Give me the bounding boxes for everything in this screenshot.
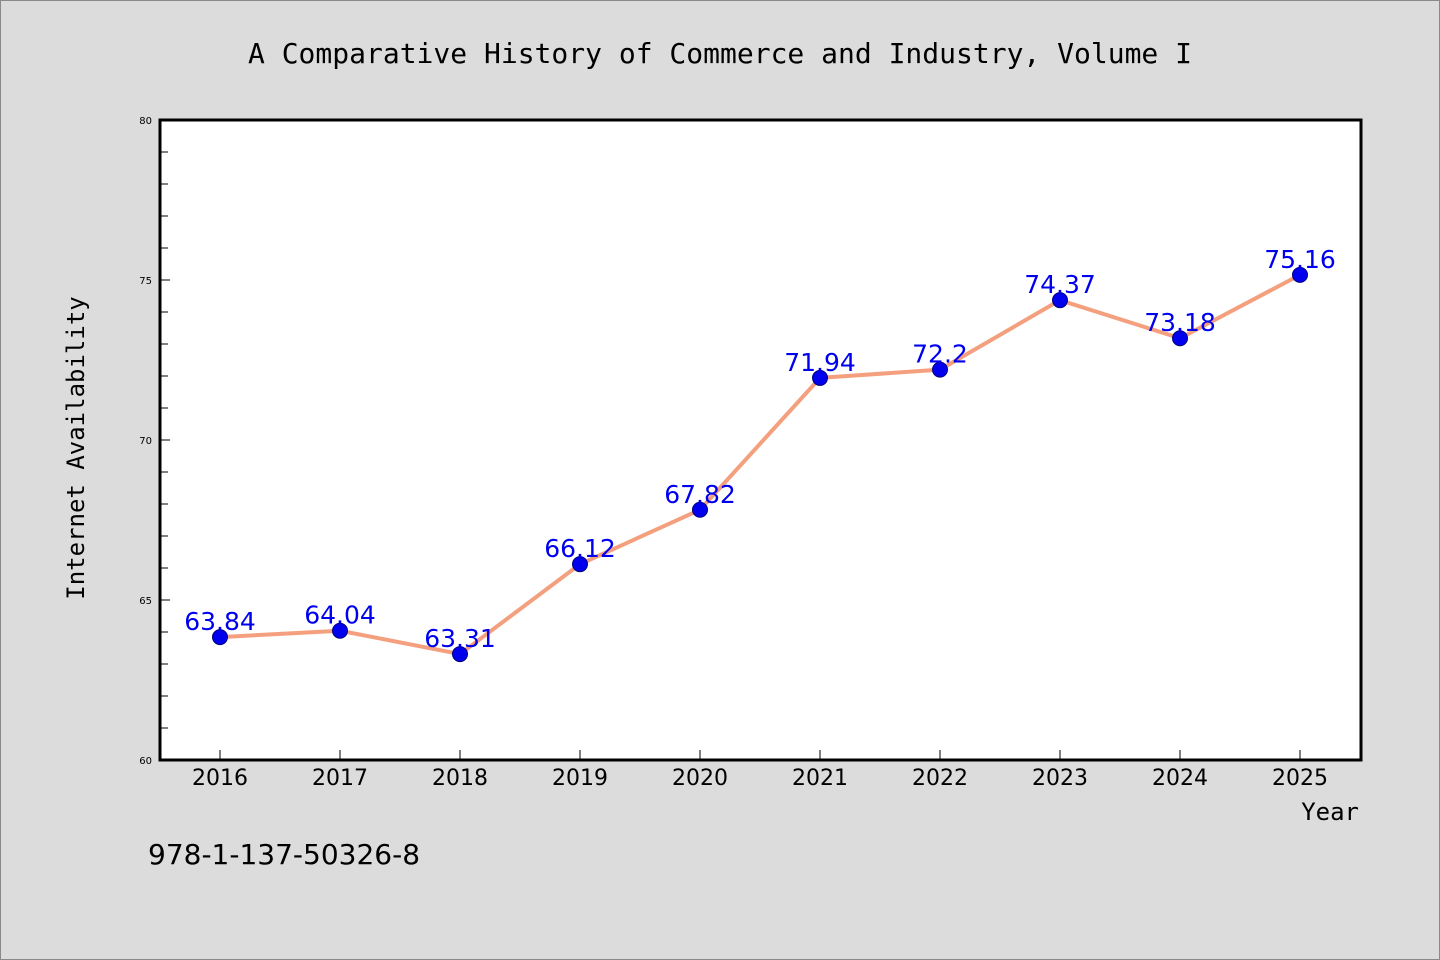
- y-axis-label: Internet Availability: [62, 296, 90, 599]
- x-axis-ticks: 2016 2017 2018 2019 2020 2021 2022 2023 2024 2025: [192, 750, 1328, 791]
- plot-area: [160, 120, 1361, 760]
- data-point-marker: [212, 629, 228, 646]
- y-tick-label: 65: [139, 596, 152, 607]
- x-tick-label: 2019: [552, 766, 608, 791]
- x-tick-label: 2021: [792, 766, 848, 791]
- x-tick-label: 2022: [912, 766, 968, 791]
- x-tick-label: 2016: [192, 766, 248, 791]
- data-label: 67.82: [664, 480, 736, 509]
- series-markers-layer: [212, 266, 1308, 663]
- x-axis-label: Year: [1301, 798, 1359, 826]
- series-line-layer: [218, 272, 1302, 657]
- x-tick-label: 2020: [672, 766, 728, 791]
- y-tick-label: 75: [139, 276, 152, 287]
- data-label: 64.04: [304, 601, 376, 630]
- data-point-marker: [332, 622, 348, 639]
- data-labels-layer: 63.84 64.04 63.31 66.12 67.82 71.94 72.2 74.37 7…: [184, 245, 1336, 653]
- chart-title: A Comparative History of Commerce and In…: [248, 37, 1192, 70]
- data-label: 73.18: [1144, 308, 1216, 337]
- data-point-marker: [1052, 292, 1068, 309]
- data-label: 72.2: [912, 340, 968, 369]
- x-tick-label: 2017: [312, 766, 368, 791]
- data-point-marker: [1172, 330, 1188, 347]
- y-tick-label: 70: [139, 436, 152, 447]
- data-point-marker: [452, 646, 468, 663]
- data-point-marker: [572, 556, 588, 573]
- data-label: 63.31: [424, 624, 496, 653]
- data-label: 75.16: [1264, 245, 1336, 274]
- data-point-marker: [812, 369, 828, 386]
- data-label: 66.12: [544, 534, 616, 563]
- x-tick-label: 2018: [432, 766, 488, 791]
- data-point-marker: [692, 501, 708, 518]
- data-point-marker: [932, 361, 948, 378]
- data-point-marker: [1292, 266, 1308, 283]
- plot-border: [158, 118, 1363, 762]
- x-tick-label: 2025: [1272, 766, 1328, 791]
- y-tick-label: 80: [139, 116, 152, 127]
- x-tick-label: 2024: [1152, 766, 1208, 791]
- x-tick-label: 2023: [1032, 766, 1088, 791]
- isbn-text: 978-1-137-50326-8: [148, 838, 420, 871]
- y-tick-label: 60: [139, 756, 152, 767]
- data-label: 63.84: [184, 607, 256, 636]
- series-line: [218, 272, 1302, 657]
- data-label: 74.37: [1024, 270, 1096, 299]
- data-label: 71.94: [784, 348, 856, 377]
